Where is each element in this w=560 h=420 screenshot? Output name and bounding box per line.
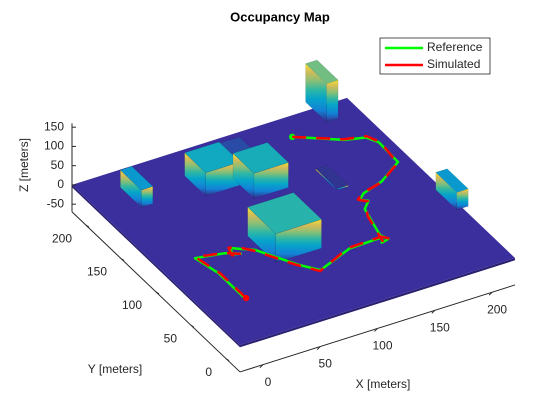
obstacle-face (326, 79, 339, 123)
y-tick-label: 200 (52, 231, 72, 245)
x-tick (374, 328, 378, 332)
obstacle-top (315, 164, 349, 190)
y-axis-label: Y [meters] (88, 362, 142, 376)
z-tick-label: 150 (44, 119, 64, 133)
endpoint-marker (288, 133, 296, 141)
x-tick-label: 0 (265, 375, 272, 389)
y-tick (155, 291, 160, 295)
x-tick (259, 364, 264, 369)
z-tick-label: 50 (51, 158, 65, 172)
obstacle-top (232, 142, 289, 174)
endpoint-marker (242, 294, 250, 302)
y-tick-label: 150 (87, 265, 107, 279)
x-tick-label: 200 (487, 302, 507, 316)
x-tick-label: 50 (319, 357, 333, 371)
y-tick (120, 258, 125, 261)
legend-box (379, 37, 491, 75)
legend-label: Simulated (427, 57, 480, 71)
obstacle-top (184, 141, 241, 174)
obstacle-top (305, 59, 339, 84)
z-tick-label: 0 (57, 177, 64, 191)
trajectory (194, 134, 399, 299)
z-tick-label: 100 (44, 139, 64, 153)
y-tick (225, 358, 230, 362)
x-tick-label: 150 (430, 320, 450, 334)
x-tick (316, 346, 321, 350)
z-axis-label: Z [meters] (17, 138, 31, 192)
obstacle-top (247, 192, 322, 235)
y-tick (85, 224, 90, 228)
y-tick (190, 324, 195, 328)
x-tick (488, 291, 493, 296)
y-tick-label: 100 (122, 298, 142, 312)
z-tick-label: -50 (47, 196, 65, 210)
y-tick-label: 0 (205, 365, 212, 379)
obstacle-top (119, 166, 154, 191)
legend-label: Reference (427, 40, 483, 54)
x-tick-label: 100 (372, 339, 392, 353)
legend: Reference Simulated (379, 37, 491, 75)
chart-title: Occupancy Map (230, 9, 330, 24)
scene: 0 50 100 150 200 0 50 100 150 200 -50 0 50 100 150 (44, 59, 516, 389)
x-tick (431, 309, 436, 314)
y-tick-label: 50 (164, 331, 178, 345)
obstacle-top (435, 168, 469, 193)
x-axis-label: X [meters] (356, 377, 411, 391)
